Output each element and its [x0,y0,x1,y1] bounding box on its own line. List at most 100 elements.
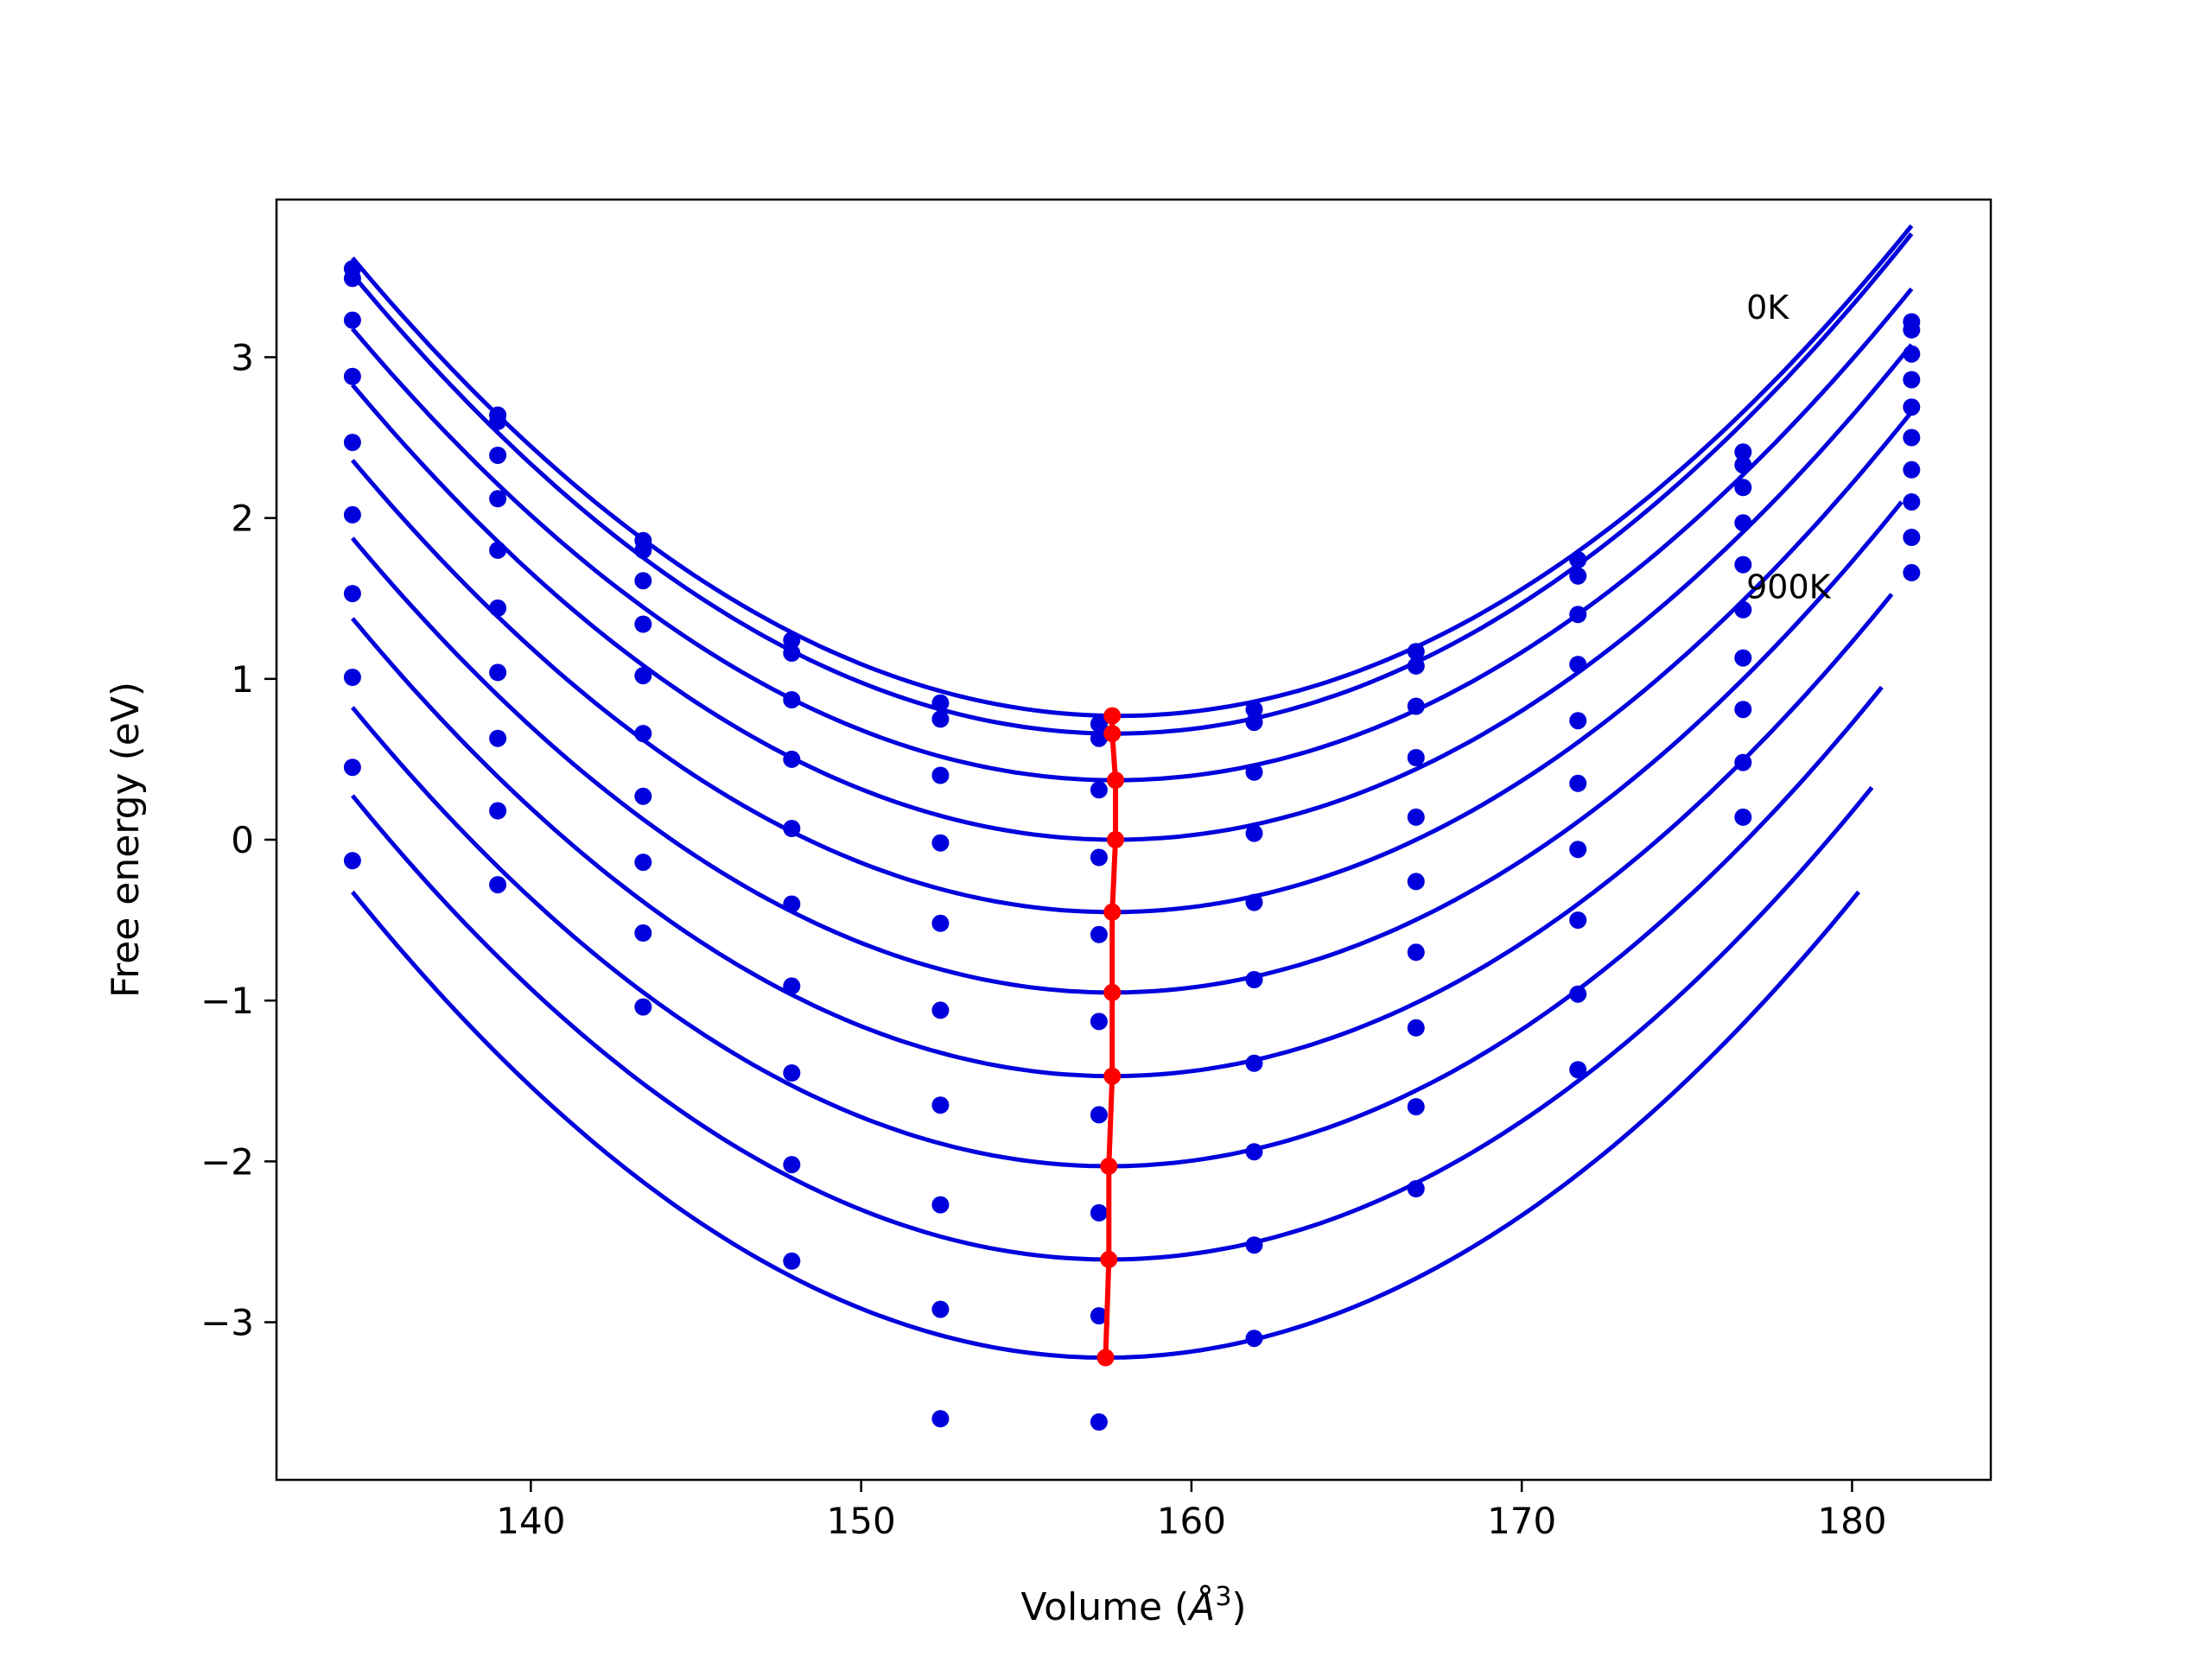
data-point-300K [931,835,949,852]
data-point-700K [344,669,361,686]
data-point-100K [489,413,506,430]
minimum-point [1100,1251,1117,1268]
data-point-900K [1246,1330,1263,1347]
data-point-600K [783,977,800,994]
data-point-200K [1090,781,1108,798]
data-point-900K [1734,809,1751,826]
data-point-600K [489,663,506,681]
data-point-900K [1408,1180,1425,1197]
y-tick-label: 1 [231,658,254,701]
data-point-700K [1734,701,1751,718]
data-point-900K [344,852,361,869]
data-point-300K [1903,371,1920,389]
x-tick-label: 140 [496,1500,565,1542]
data-point-800K [634,924,652,942]
minimum-point [1103,708,1121,725]
data-point-200K [783,691,800,708]
chart-figure: 140 150 160 170 180 −3 −2 −1 0 1 2 3 0K 900K Volume… [0,0,2212,1659]
data-point-0K [931,695,949,712]
minimum-point [1097,1349,1115,1367]
data-point-100K [931,710,949,727]
data-point-800K [783,1156,800,1173]
data-point-200K [344,312,361,329]
minimum-point [1103,904,1121,921]
data-point-400K [1090,926,1108,943]
minimum-point [1103,1068,1121,1085]
data-point-900K [931,1410,949,1427]
data-point-400K [931,915,949,932]
x-tick-label: 180 [1817,1500,1886,1542]
data-point-100K [344,270,361,287]
data-point-700K [634,854,652,871]
data-point-400K [1903,398,1920,416]
x-axis-label-exponent: 3 [1215,1582,1231,1612]
x-tick-label: 150 [827,1500,896,1542]
data-point-200K [1569,606,1586,623]
data-point-100K [1246,714,1263,731]
y-tick-label: −3 [200,1302,254,1344]
data-point-800K [1903,529,1920,546]
minimum-point [1103,725,1121,742]
data-point-900K [1090,1413,1108,1431]
data-point-600K [634,788,652,805]
data-point-500K [1090,1012,1108,1030]
y-tick-label: 0 [231,819,254,861]
minimum-point [1107,771,1124,789]
minimum-point [1103,984,1121,1001]
data-point-200K [931,767,949,784]
x-axis-label: Volume (Å3) [1020,1582,1246,1630]
data-point-100K [783,644,800,662]
data-point-400K [1408,809,1425,826]
data-point-300K [1734,514,1751,531]
data-point-100K [1734,456,1751,473]
x-axis-label-close: ) [1231,1585,1246,1629]
data-point-300K [1090,849,1108,866]
y-axis-label: Free energy (eV) [104,682,148,998]
data-point-900K [1903,564,1920,581]
y-tick-label: −1 [200,980,254,1022]
data-point-200K [1408,698,1425,715]
data-point-700K [1408,1019,1425,1037]
data-point-100K [1569,568,1586,585]
data-point-600K [1569,841,1586,858]
data-point-400K [1569,712,1586,729]
data-point-700K [1569,911,1586,929]
data-point-800K [931,1301,949,1318]
annotation-label: 900K [1746,568,1832,606]
x-tick-label: 170 [1487,1500,1556,1542]
data-point-500K [783,896,800,913]
data-point-400K [634,667,652,684]
data-point-700K [489,730,506,747]
data-point-500K [489,600,506,617]
x-axis-label-text: Volume ( [1020,1585,1189,1629]
data-point-500K [1246,971,1263,988]
data-point-500K [344,506,361,524]
data-point-800K [1734,754,1751,771]
data-point-600K [931,1096,949,1114]
data-point-200K [489,447,506,464]
data-point-800K [1246,1236,1263,1254]
data-point-800K [489,803,506,820]
data-point-600K [1090,1106,1108,1123]
data-point-300K [489,490,506,507]
data-point-700K [1090,1204,1108,1222]
data-point-600K [1408,943,1425,961]
data-point-500K [1408,873,1425,890]
data-point-300K [1246,825,1263,842]
data-point-200K [1246,764,1263,781]
data-point-900K [634,999,652,1016]
data-point-100K [634,542,652,559]
data-point-600K [1246,1055,1263,1072]
data-point-700K [1903,493,1920,511]
plot-area [276,200,1991,1480]
data-point-700K [783,1064,800,1082]
data-point-300K [344,368,361,385]
data-point-500K [931,1001,949,1019]
data-point-700K [931,1196,949,1214]
data-point-400K [783,820,800,837]
data-point-500K [634,725,652,742]
data-point-200K [634,572,652,589]
minimum-point [1100,1158,1117,1175]
y-tick-label: 2 [231,498,254,540]
data-point-800K [344,759,361,776]
